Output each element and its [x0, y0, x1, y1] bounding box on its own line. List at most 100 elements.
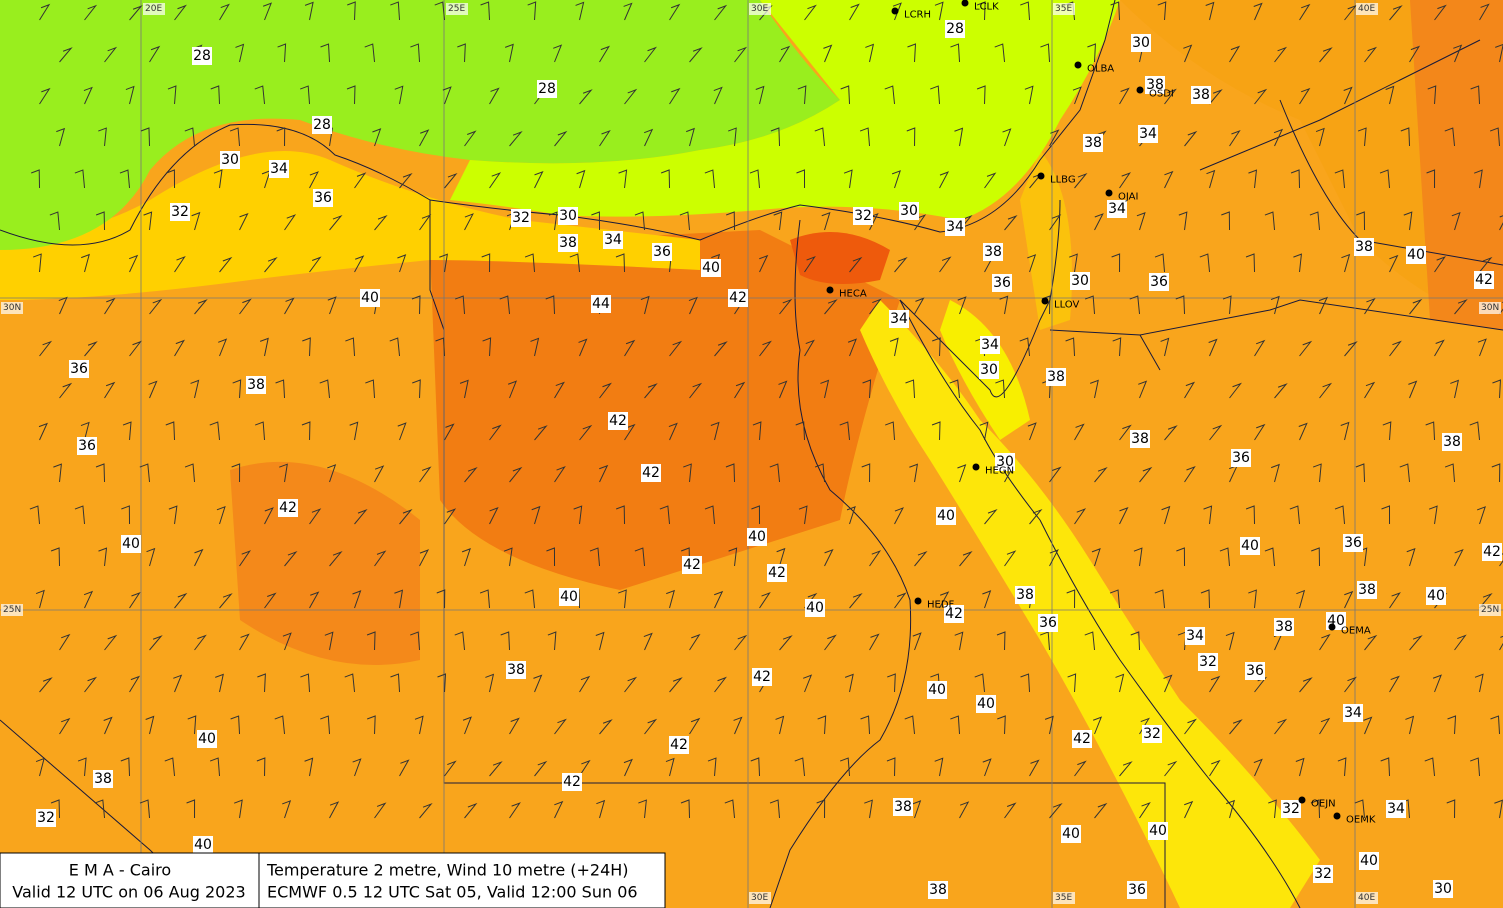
label-box: [278, 499, 298, 517]
wind-barb: [507, 380, 518, 399]
wind-barb: [1066, 589, 1076, 609]
wind-barb: [173, 674, 183, 693]
wind-barb: [862, 379, 872, 399]
temperature-label: 40: [1062, 826, 1080, 842]
wind-barb: [914, 297, 925, 315]
wind-barb: [1184, 800, 1194, 819]
wind-barb: [1184, 381, 1196, 399]
wind-barb: [35, 757, 45, 777]
wind-barb: [1427, 85, 1437, 105]
label-box: [980, 336, 1000, 354]
temperature-label: 34: [1344, 705, 1362, 721]
wind-barb: [623, 758, 633, 777]
wind-barb: [84, 341, 98, 357]
warm-field: [1040, 0, 1503, 330]
wind-barb: [461, 548, 471, 567]
wind-barb: [668, 422, 678, 441]
wind-barb: [912, 800, 922, 819]
wind-barb: [1434, 4, 1447, 21]
wind-barb: [779, 45, 791, 63]
label-box: [93, 770, 113, 788]
wind-barb: [444, 760, 457, 777]
wind-barb: [707, 757, 717, 777]
wind-barb: [1119, 172, 1131, 189]
wind-barb: [1389, 254, 1399, 273]
wind-barb: [489, 761, 503, 777]
label-box: [1281, 800, 1301, 818]
wind-barb: [264, 257, 278, 273]
wind-barb: [623, 2, 633, 21]
temperature-label: 38: [247, 377, 265, 393]
wind-barb: [643, 632, 653, 651]
grid-label: 35E: [1055, 893, 1072, 903]
grid-label-box: [1053, 892, 1075, 904]
wind-barb: [749, 169, 761, 189]
wind-barb: [1163, 674, 1173, 693]
wind-barb: [1176, 547, 1186, 567]
wind-barb: [119, 169, 131, 189]
wind-barb: [309, 508, 322, 525]
wind-barb: [589, 547, 601, 567]
wind-barb: [1209, 759, 1221, 777]
wind-barb: [869, 298, 882, 315]
temperature-label: 38: [984, 244, 1002, 260]
wind-barb: [778, 380, 788, 399]
wind-barb: [397, 254, 407, 273]
station-dot: [1105, 189, 1113, 197]
wind-barb: [186, 799, 196, 819]
wind-barb: [399, 508, 413, 525]
wind-barb: [1069, 253, 1078, 273]
temperature-label: 28: [946, 21, 964, 37]
wind-barb: [894, 592, 907, 609]
wind-barb: [53, 463, 62, 483]
label-box: [1138, 125, 1158, 143]
label-box: [269, 160, 289, 178]
wind-barb: [235, 43, 245, 63]
wind-barb: [1020, 1, 1031, 21]
wind-barb: [634, 211, 646, 231]
temperature-label: 42: [670, 737, 688, 753]
wind-barb: [776, 547, 786, 567]
temperature-label: 32: [1199, 654, 1217, 670]
temperature-label: 42: [683, 557, 701, 573]
wind-barb: [1489, 127, 1501, 147]
wind-barb: [591, 211, 601, 231]
wind-barb: [1409, 45, 1421, 63]
wind-barb: [1344, 341, 1358, 357]
temperature-label: 34: [946, 219, 964, 235]
wind-barb: [1029, 508, 1043, 525]
wind-barb: [1164, 760, 1178, 777]
wind-barb: [1344, 676, 1357, 693]
wind-barb: [939, 171, 950, 189]
label-box: [976, 695, 996, 713]
wind-barb: [139, 463, 151, 483]
temperature-label: 38: [94, 771, 112, 787]
wind-barb: [1295, 757, 1305, 777]
wind-barb: [1434, 256, 1446, 273]
wind-barb: [618, 169, 628, 189]
wind-barb: [419, 466, 432, 483]
wind-barb: [1408, 380, 1418, 399]
wind-barb: [213, 169, 223, 189]
label-box: [979, 361, 999, 379]
wind-barb: [643, 128, 654, 147]
wind-barb: [823, 44, 833, 63]
grid-label-box: [446, 3, 468, 15]
wind-barb: [1112, 337, 1122, 357]
wind-barb: [840, 85, 851, 105]
wind-barb: [644, 383, 658, 399]
label-box: [641, 464, 661, 482]
stations: LCRH LCLK OLBA OSDI LLBG OJAI HECA LLOV HEGN HEDF…: [826, 0, 1376, 826]
wind-barb: [885, 421, 896, 441]
wind-barb: [444, 423, 455, 441]
footer-text: Temperature 2 metre, Wind 10 metre (+24H…: [266, 861, 629, 880]
wind-barb: [230, 715, 241, 735]
wind-barb: [759, 340, 772, 357]
wind-barb: [849, 256, 863, 273]
wind-barb: [464, 130, 477, 147]
temperature-label: 38: [1192, 87, 1210, 103]
wind-barb: [939, 591, 950, 609]
wind-barb: [1225, 631, 1235, 651]
temperature-label: 42: [753, 669, 771, 685]
